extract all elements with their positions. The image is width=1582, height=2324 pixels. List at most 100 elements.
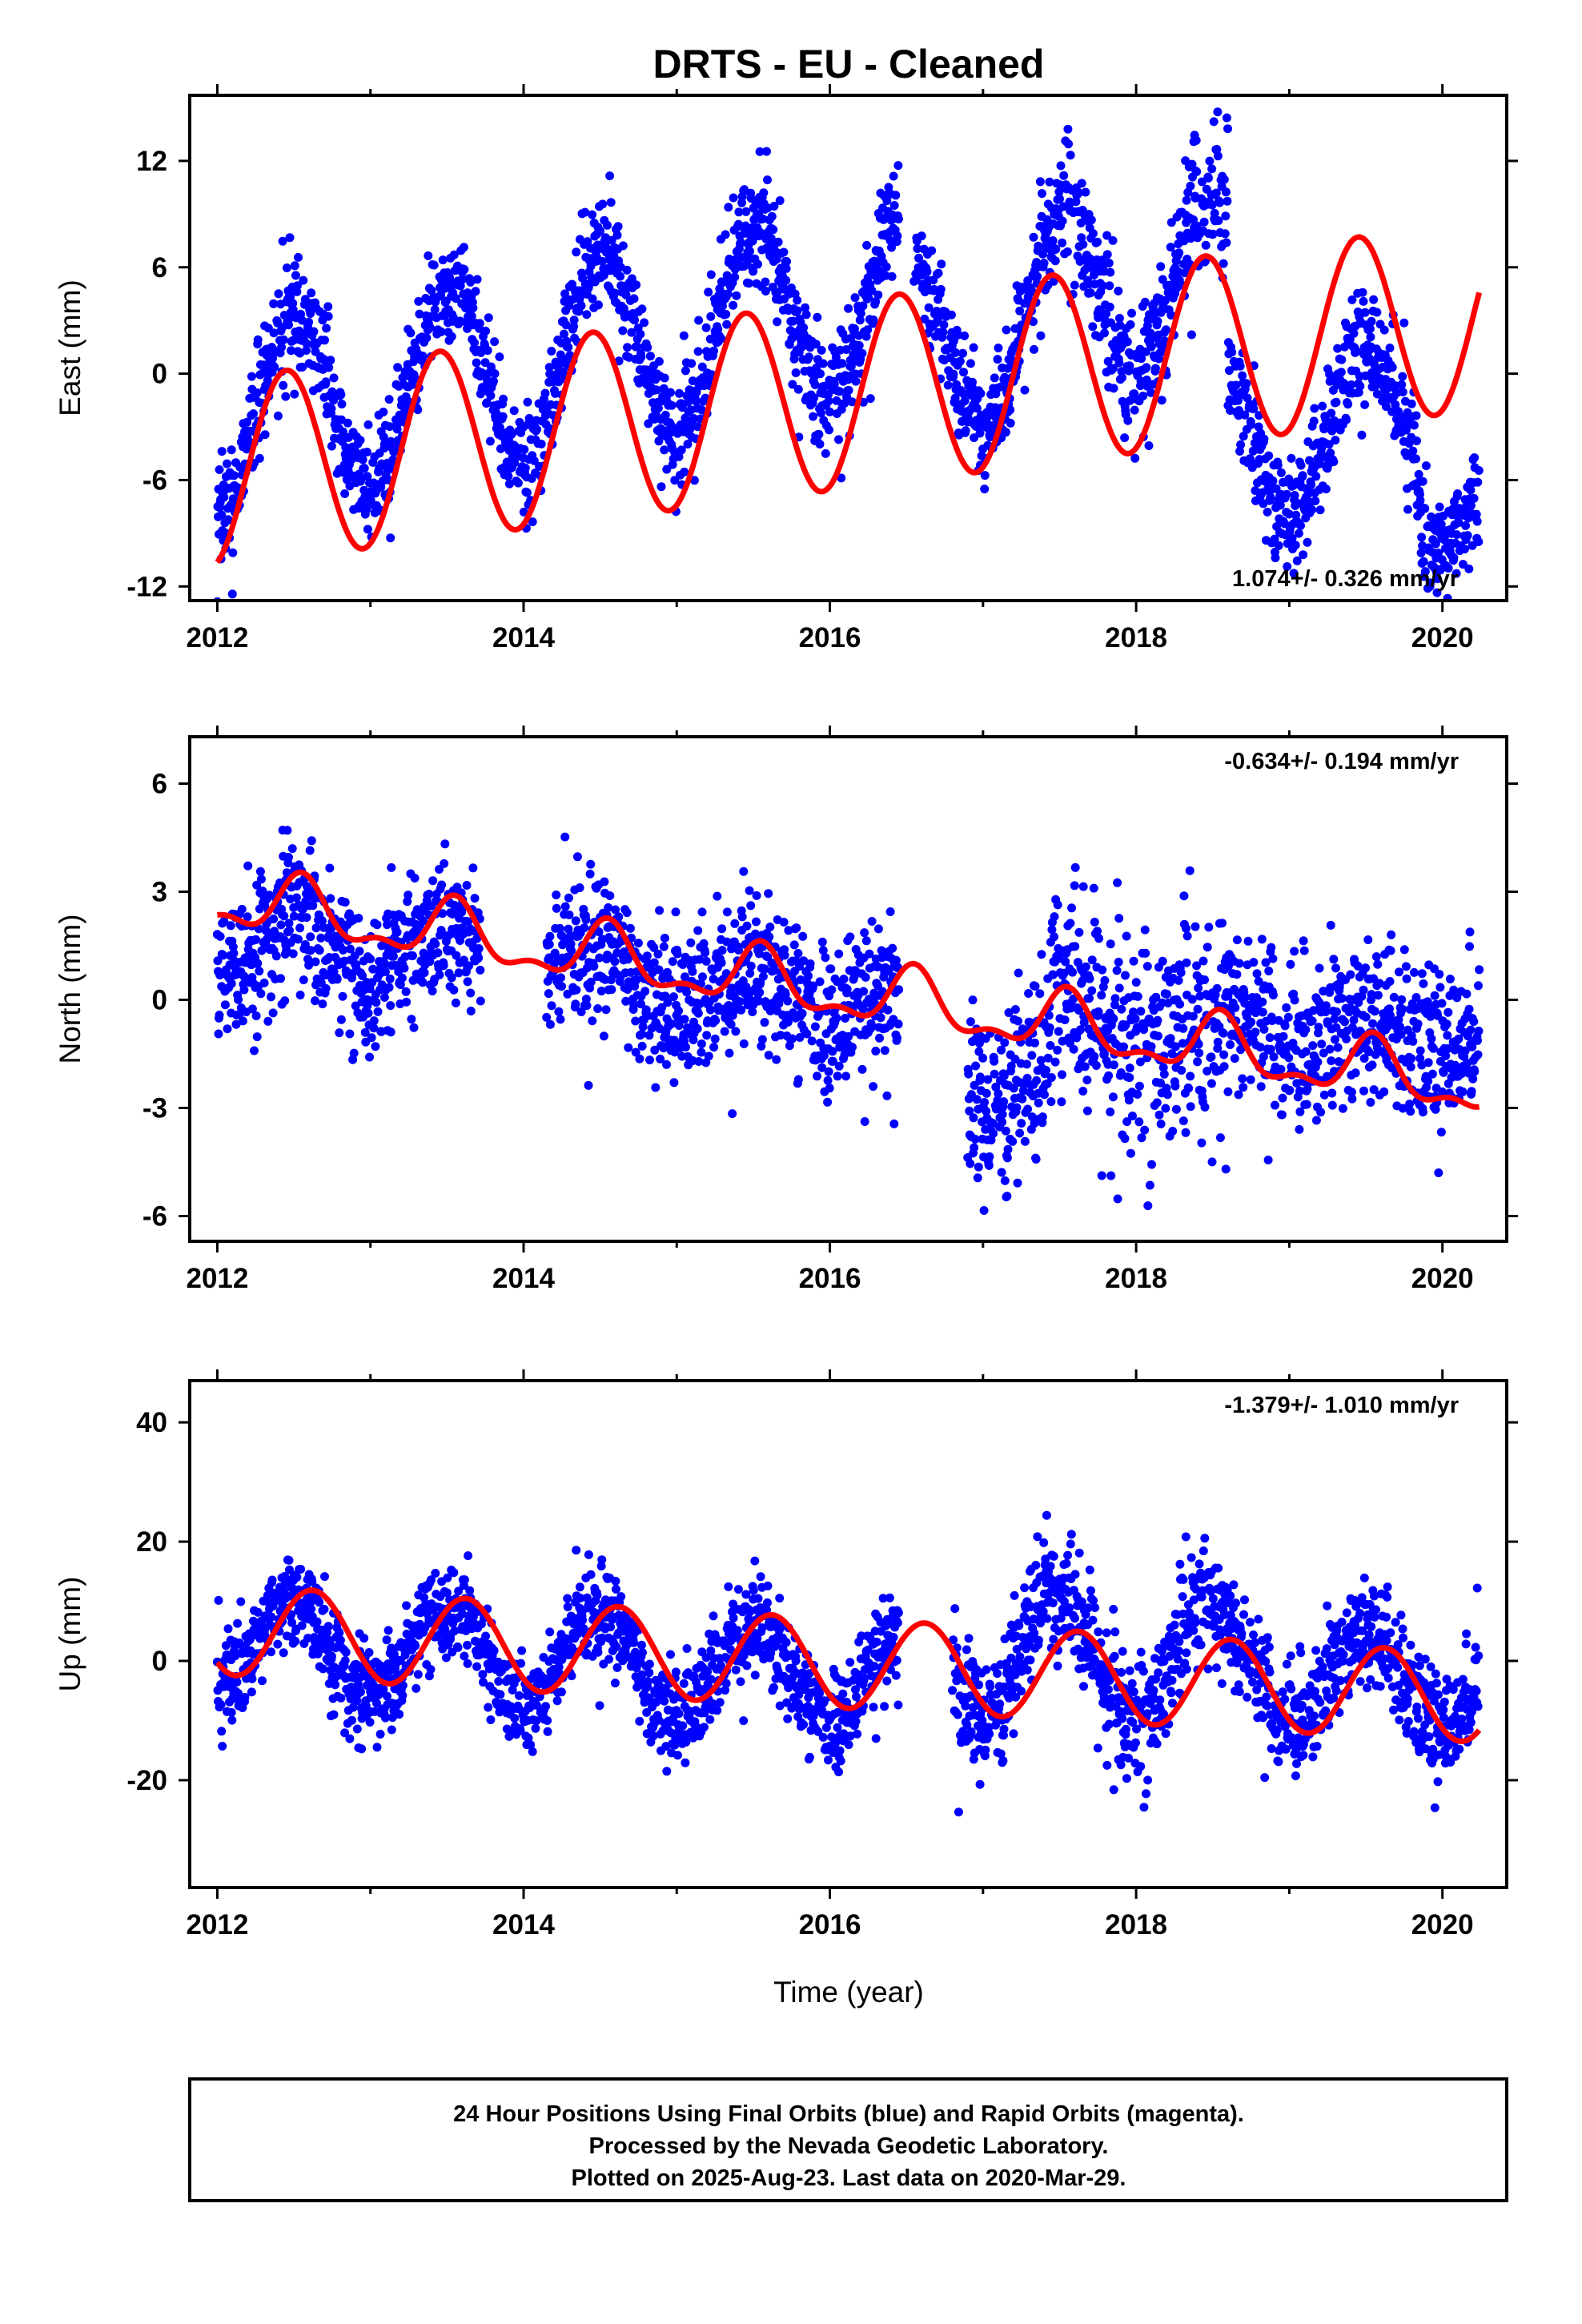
data-point (1219, 259, 1228, 268)
data-point (436, 327, 446, 336)
data-point (889, 1119, 899, 1128)
data-point (1436, 520, 1446, 529)
data-point (781, 263, 791, 273)
data-point (504, 479, 514, 489)
data-point (1015, 306, 1025, 316)
data-point (1251, 486, 1260, 496)
data-point (262, 361, 271, 371)
data-point (385, 422, 395, 432)
data-point (1330, 1014, 1339, 1023)
data-point (1389, 992, 1399, 1002)
data-point (1128, 1112, 1137, 1120)
data-point (464, 917, 473, 927)
data-point (1054, 1027, 1063, 1036)
data-point (552, 891, 561, 899)
data-point (834, 435, 843, 444)
data-point (917, 231, 926, 241)
data-point (997, 1168, 1006, 1177)
data-point (1156, 1078, 1165, 1088)
data-point (1100, 975, 1110, 985)
data-point (867, 286, 877, 296)
data-point (781, 275, 791, 285)
data-point (669, 1078, 679, 1088)
data-point (745, 886, 754, 895)
data-point (1284, 474, 1294, 484)
data-point (710, 1034, 720, 1043)
data-point (1087, 986, 1097, 995)
data-point (335, 1028, 344, 1038)
data-point (294, 935, 303, 944)
data-point (1182, 931, 1192, 941)
data-point (1406, 1107, 1415, 1116)
data-point (860, 928, 869, 938)
data-point (406, 328, 416, 338)
data-point (362, 505, 371, 514)
data-point (607, 985, 616, 995)
data-point (564, 343, 573, 352)
data-point (1161, 1104, 1170, 1113)
data-point (214, 1029, 223, 1039)
data-point (1420, 567, 1430, 577)
data-point (1099, 1049, 1109, 1059)
data-point (1078, 239, 1088, 249)
data-point (1023, 276, 1033, 285)
data-point (326, 894, 335, 903)
data-point (536, 440, 546, 448)
data-point (1420, 504, 1430, 513)
data-point (274, 289, 283, 299)
data-point (1078, 882, 1088, 891)
data-point (316, 933, 326, 943)
data-point (752, 891, 761, 900)
data-point (1240, 992, 1250, 1002)
data-point (373, 1007, 383, 1016)
data-point (854, 340, 864, 350)
data-point (253, 335, 263, 344)
data-point (1331, 397, 1341, 407)
data-point (1182, 195, 1191, 205)
data-point (1185, 866, 1195, 875)
data-point (1227, 348, 1237, 357)
data-point (1285, 1085, 1295, 1095)
data-point (791, 368, 801, 377)
data-point (993, 355, 1002, 364)
data-point (691, 396, 701, 406)
data-point (569, 322, 579, 332)
data-point (440, 839, 450, 849)
data-point (640, 987, 650, 996)
data-point (780, 951, 789, 960)
data-point (1426, 578, 1435, 588)
data-point (449, 250, 459, 259)
data-point (336, 1015, 346, 1024)
data-point (1355, 381, 1365, 391)
data-point (295, 991, 305, 999)
data-point (1251, 1008, 1260, 1018)
data-point (1282, 1003, 1291, 1012)
data-point (642, 951, 652, 961)
data-point (1108, 1092, 1118, 1102)
data-point (1427, 1034, 1436, 1043)
data-point (1030, 1038, 1039, 1047)
data-point (735, 997, 745, 1007)
data-point (1472, 509, 1481, 519)
x-tick-label: 2012 (186, 622, 248, 653)
data-point (440, 858, 449, 868)
data-point (388, 951, 398, 961)
data-point (1325, 1044, 1335, 1054)
data-point (833, 1072, 842, 1081)
data-point (1361, 1012, 1371, 1022)
data-point (1134, 1081, 1144, 1091)
data-point (1413, 1019, 1423, 1029)
data-point (588, 210, 597, 219)
data-point (1057, 1097, 1066, 1107)
data-point (798, 931, 808, 941)
data-point (431, 939, 440, 949)
data-point (876, 1013, 885, 1023)
data-point (1295, 1124, 1304, 1134)
data-point (927, 246, 937, 255)
data-point (687, 359, 697, 368)
data-point (1219, 1050, 1229, 1059)
data-point (861, 332, 871, 341)
data-point (858, 301, 868, 311)
data-point (604, 903, 613, 912)
